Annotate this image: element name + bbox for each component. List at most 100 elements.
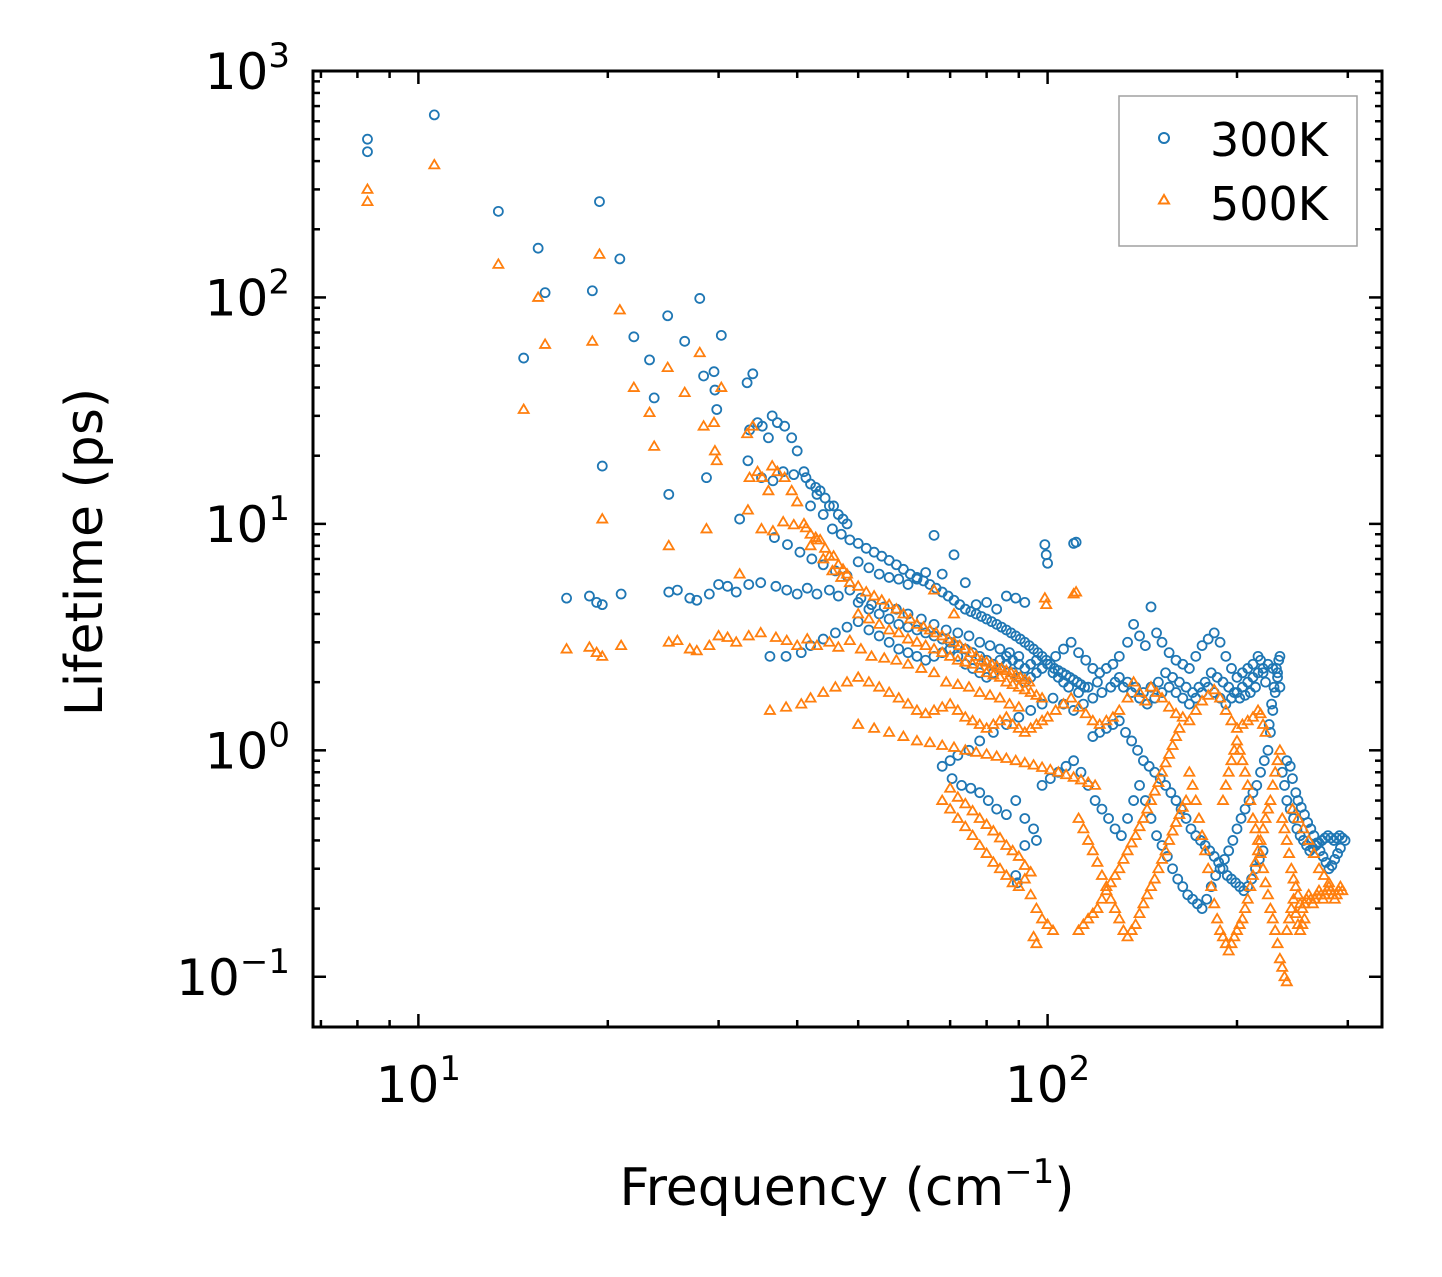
data-point-500k (985, 657, 999, 669)
data-point-500k (1295, 917, 1309, 929)
data-point-500k (935, 700, 949, 712)
data-point-500k (896, 607, 910, 619)
data-point-300k (1190, 650, 1202, 662)
data-point-500k (831, 640, 845, 652)
data-point-300k (1180, 681, 1192, 693)
data-point-300k (1339, 835, 1351, 846)
data-point-500k (1284, 861, 1298, 874)
data-point-300k (1065, 636, 1077, 648)
data-point-300k (893, 643, 905, 655)
data-point-500k (1090, 855, 1104, 867)
data-point-300k (730, 586, 742, 598)
data-point-500k (994, 661, 1009, 673)
data-point-300k (1143, 760, 1155, 772)
data-point-300k (1039, 539, 1051, 551)
data-point-500k (816, 685, 830, 697)
x-axis-label: Frequency (cm−1) (619, 1152, 1074, 1218)
data-point-500k (1182, 714, 1196, 726)
data-point-500k (427, 158, 441, 170)
data-point-500k (828, 680, 842, 692)
data-point-300k (684, 592, 696, 604)
data-point-300k (1151, 830, 1162, 842)
data-point-300k (1145, 601, 1157, 613)
data-point-500k (1162, 700, 1176, 712)
data-point-500k (840, 675, 854, 687)
data-point-500k (875, 593, 889, 605)
data-point-300k (1115, 830, 1127, 842)
data-point-500k (935, 793, 949, 805)
data-point-500k (827, 549, 841, 561)
data-point-500k (854, 642, 868, 654)
data-point-500k (1201, 861, 1215, 874)
data-point-300k (852, 556, 864, 568)
data-point-500k (699, 522, 714, 534)
data-point-500k (1253, 707, 1268, 719)
data-point-500k (790, 638, 804, 651)
data-point-300k (852, 597, 864, 608)
data-point-500k (962, 680, 976, 692)
data-point-500k (1195, 694, 1209, 706)
data-point-500k (910, 617, 924, 629)
data-point-500k (690, 644, 704, 656)
data-point-500k (993, 831, 1007, 843)
data-point-300k (628, 331, 640, 343)
data-point-500k (1286, 872, 1301, 884)
x-tick-label-base: 10 (376, 1056, 440, 1114)
x-tick-label: 101 (376, 1049, 461, 1114)
data-point-500k (1172, 721, 1186, 733)
data-point-500k (742, 470, 757, 483)
data-point-500k (1024, 865, 1038, 877)
data-point-300k (810, 481, 822, 493)
data-point-500k (953, 638, 967, 651)
data-point-500k (882, 597, 896, 610)
data-point-500k (882, 623, 896, 635)
data-point-500k (1148, 784, 1162, 796)
data-point-300k (428, 109, 440, 121)
data-point-500k (1289, 879, 1303, 892)
data-point-500k (1012, 849, 1026, 861)
data-point-500k (595, 512, 609, 524)
data-point-500k (983, 688, 997, 700)
data-point-500k (1297, 912, 1312, 924)
data-point-500k (763, 703, 777, 715)
data-point-500k (927, 583, 941, 595)
data-point-500k (831, 557, 845, 570)
data-point-300k (1107, 658, 1119, 670)
data-point-500k (999, 868, 1013, 880)
data-point-500k (910, 734, 924, 746)
data-point-500k (590, 645, 604, 658)
data-point-300k (1082, 681, 1094, 693)
data-point-500k (779, 700, 793, 712)
data-point-500k (973, 717, 987, 729)
data-point-500k (810, 533, 824, 545)
data-point-300k (1202, 633, 1214, 645)
data-point-500k (1108, 868, 1122, 880)
data-point-500k (1176, 800, 1190, 812)
data-point-300k (1264, 726, 1276, 738)
data-point-300k (981, 597, 993, 608)
data-point-300k (1096, 687, 1108, 698)
data-point-500k (776, 515, 790, 527)
data-point-500k (1189, 703, 1203, 715)
data-point-300k (994, 643, 1006, 655)
y-tick-label: 10−1 (176, 942, 290, 1007)
data-point-300k (1288, 813, 1299, 824)
data-point-500k (661, 360, 675, 372)
data-point-500k (1138, 694, 1152, 706)
data-point-500k (851, 607, 865, 619)
y-tick-label-exponent: 1 (268, 489, 290, 529)
data-point-500k (1222, 765, 1236, 777)
data-point-500k (1056, 697, 1071, 709)
axis-ticks (313, 69, 1382, 1027)
data-point-300k (936, 760, 948, 772)
data-point-300k (981, 613, 993, 625)
data-point-300k (1326, 860, 1338, 871)
data-point-500k (1029, 936, 1044, 949)
data-point-500k (1140, 802, 1154, 814)
data-point-300k (1172, 873, 1184, 885)
data-point-300k (1163, 681, 1175, 693)
data-point-300k (800, 472, 812, 484)
data-point-500k (1198, 844, 1212, 856)
data-point-500k (943, 781, 957, 793)
data-point-500k (951, 653, 965, 665)
